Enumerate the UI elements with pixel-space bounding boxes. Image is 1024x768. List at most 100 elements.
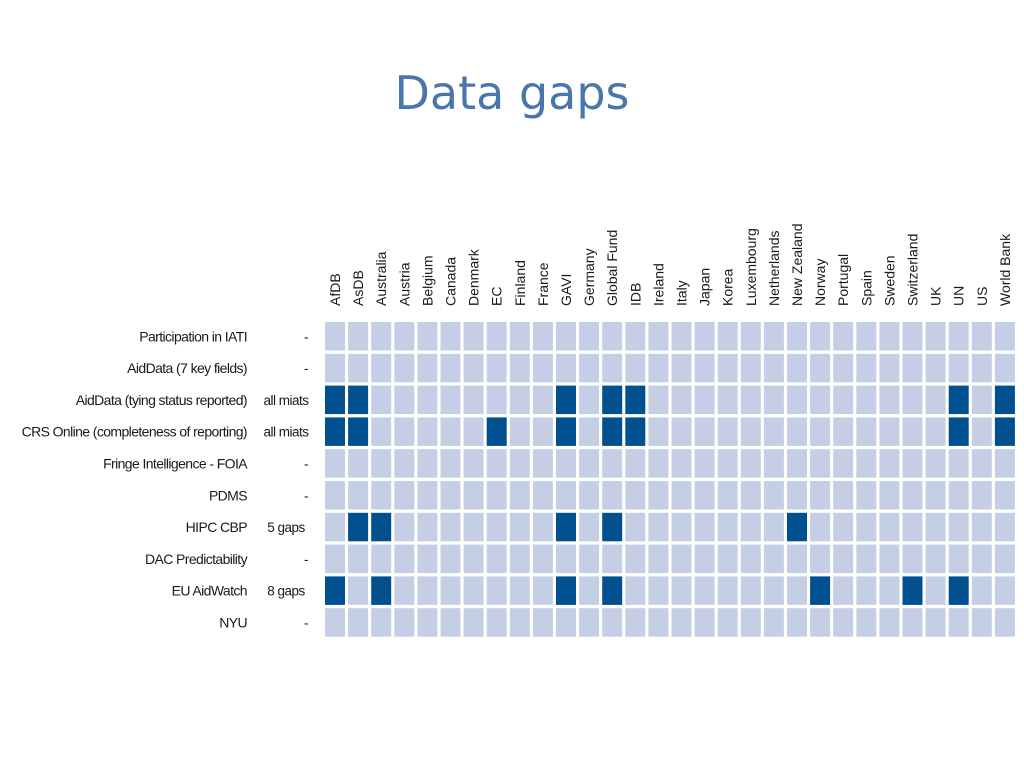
gap-cell-eu-aidwatch-norway	[810, 576, 831, 605]
column-label-portugal: Portugal	[835, 254, 851, 306]
cell-fringe-intelligence-foia-switzerland	[902, 449, 923, 478]
cell-crs-online-completeness-of-reporting-switzerland	[902, 417, 923, 446]
column-label-belgium: Belgium	[419, 255, 435, 306]
cell-dac-predictability-global-fund	[602, 544, 623, 574]
column-label-austria: Austria	[396, 262, 412, 306]
cell-aiddata-tying-status-reported-new-zealand	[787, 385, 807, 415]
cell-nyu-sweden	[879, 608, 900, 637]
cell-aiddata-tying-status-reported-portugal	[833, 385, 854, 415]
gap-cell-eu-aidwatch-australia	[371, 576, 392, 605]
cell-pdms-un	[948, 481, 969, 510]
cell-pdms-luxembourg	[740, 481, 761, 510]
cell-fringe-intelligence-foia-portugal	[833, 449, 854, 478]
cell-dac-predictability-netherlands	[763, 544, 784, 574]
cell-aiddata-7-key-fields-belgium	[417, 353, 438, 383]
column-label-luxembourg: Luxembourg	[743, 228, 759, 306]
cell-hipc-cbp-switzerland	[902, 512, 923, 542]
cell-eu-aidwatch-idb	[625, 576, 646, 605]
cell-fringe-intelligence-foia-finland	[509, 449, 530, 478]
column-label-canada: Canada	[443, 257, 459, 306]
cell-pdms-austria	[394, 481, 415, 510]
column-label-netherlands: Netherlands	[766, 231, 782, 307]
cell-hipc-cbp-us	[971, 512, 992, 542]
cell-hipc-cbp-portugal	[833, 512, 854, 542]
cell-hipc-cbp-canada	[440, 512, 461, 542]
column-label-gavi: GAVI	[558, 274, 574, 306]
cell-aiddata-tying-status-reported-us	[971, 385, 992, 415]
cell-nyu-us	[971, 608, 992, 637]
cell-pdms-canada	[440, 481, 461, 510]
column-label-switzerland: Switzerland	[905, 234, 921, 306]
cell-fringe-intelligence-foia-germany	[579, 449, 600, 478]
cell-aiddata-7-key-fields-luxembourg	[740, 353, 761, 383]
cell-dac-predictability-un	[948, 544, 969, 574]
column-label-spain: Spain	[858, 270, 874, 306]
column-label-afdb: AfDB	[327, 273, 343, 306]
cell-aiddata-tying-status-reported-spain	[856, 385, 877, 415]
cell-dac-predictability-world-bank	[994, 544, 1015, 574]
cell-participation-in-iati-finland	[509, 322, 530, 351]
gap-cell-hipc-cbp-global-fund	[602, 512, 623, 542]
cell-hipc-cbp-un	[948, 512, 969, 542]
cell-aiddata-tying-status-reported-italy	[671, 385, 692, 415]
cell-eu-aidwatch-denmark	[463, 576, 484, 605]
cell-aiddata-7-key-fields-canada	[440, 353, 461, 383]
cell-fringe-intelligence-foia-canada	[440, 449, 461, 478]
cell-fringe-intelligence-foia-un	[948, 449, 969, 478]
cell-nyu-italy	[671, 608, 692, 637]
cell-participation-in-iati-portugal	[833, 322, 854, 351]
cell-nyu-austria	[394, 608, 415, 637]
heatmap-cells	[325, 322, 1015, 637]
column-label-finland: Finland	[512, 260, 528, 306]
cell-hipc-cbp-france	[532, 512, 553, 542]
cell-participation-in-iati-germany	[579, 322, 600, 351]
cell-aiddata-7-key-fields-switzerland	[902, 353, 923, 383]
cell-crs-online-completeness-of-reporting-korea	[717, 417, 738, 446]
row-note-aiddata-tying-status-reported: all miats	[263, 393, 309, 408]
cell-participation-in-iati-korea	[717, 322, 738, 351]
cell-fringe-intelligence-foia-france	[532, 449, 553, 478]
column-label-australia: Australia	[373, 251, 389, 306]
cell-aiddata-tying-status-reported-france	[532, 385, 553, 415]
gap-cell-aiddata-tying-status-reported-asdb	[348, 385, 369, 415]
cell-dac-predictability-ireland	[648, 544, 669, 574]
cell-dac-predictability-france	[532, 544, 553, 574]
cell-nyu-new-zealand	[787, 608, 807, 637]
cell-crs-online-completeness-of-reporting-spain	[856, 417, 877, 446]
cell-pdms-japan	[694, 481, 715, 510]
cell-aiddata-7-key-fields-global-fund	[602, 353, 623, 383]
cell-fringe-intelligence-foia-netherlands	[763, 449, 784, 478]
cell-aiddata-7-key-fields-uk	[925, 353, 946, 383]
cell-aiddata-tying-status-reported-luxembourg	[740, 385, 761, 415]
cell-crs-online-completeness-of-reporting-portugal	[833, 417, 854, 446]
cell-eu-aidwatch-finland	[509, 576, 530, 605]
cell-pdms-uk	[925, 481, 946, 510]
cell-dac-predictability-canada	[440, 544, 461, 574]
column-label-world-bank: World Bank	[997, 233, 1013, 306]
cell-dac-predictability-us	[971, 544, 992, 574]
gap-cell-hipc-cbp-gavi	[556, 512, 576, 542]
cell-dac-predictability-idb	[625, 544, 646, 574]
cell-hipc-cbp-world-bank	[994, 512, 1015, 542]
cell-pdms-switzerland	[902, 481, 923, 510]
cell-nyu-asdb	[348, 608, 369, 637]
column-label-italy: Italy	[674, 280, 690, 306]
cell-aiddata-7-key-fields-denmark	[463, 353, 484, 383]
cell-nyu-world-bank	[994, 608, 1015, 637]
cell-participation-in-iati-switzerland	[902, 322, 923, 351]
cell-fringe-intelligence-foia-sweden	[879, 449, 900, 478]
cell-fringe-intelligence-foia-global-fund	[602, 449, 623, 478]
cell-aiddata-7-key-fields-italy	[671, 353, 692, 383]
cell-pdms-australia	[371, 481, 392, 510]
gap-cell-crs-online-completeness-of-reporting-asdb	[348, 417, 369, 446]
column-label-global-fund: Global Fund	[604, 230, 620, 306]
cell-participation-in-iati-netherlands	[763, 322, 784, 351]
cell-aiddata-7-key-fields-sweden	[879, 353, 900, 383]
cell-crs-online-completeness-of-reporting-uk	[925, 417, 946, 446]
cell-participation-in-iati-us	[971, 322, 992, 351]
column-label-japan: Japan	[697, 268, 713, 306]
cell-dac-predictability-asdb	[348, 544, 369, 574]
cell-aiddata-7-key-fields-norway	[810, 353, 831, 383]
row-label-aiddata-tying-status-reported: AidData (tying status reported)	[76, 392, 247, 408]
cell-nyu-un	[948, 608, 969, 637]
